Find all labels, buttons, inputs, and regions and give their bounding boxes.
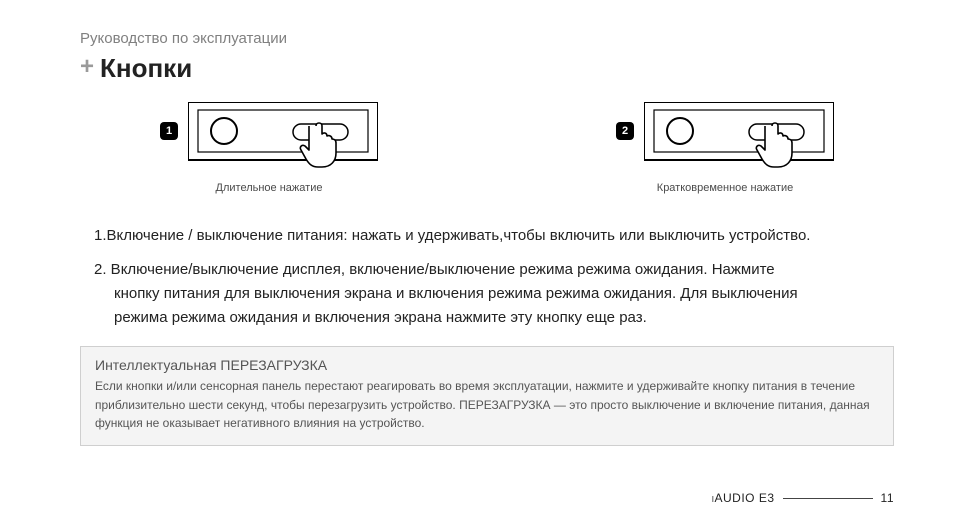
note-box: Интеллектуальная ПЕРЕЗАГРУЗКА Если кнопк… <box>80 346 894 446</box>
device-diagram-2 <box>644 102 834 178</box>
list-item-1: 1.Включение / выключение питания: нажать… <box>94 224 894 248</box>
note-title: Интеллектуальная ПЕРЕЗАГРУЗКА <box>95 357 879 373</box>
page-footer: iAUDIO E3 11 <box>712 491 894 505</box>
instructions-list: 1.Включение / выключение питания: нажать… <box>94 224 894 330</box>
list-item-2-cont2: режима режима ожидания и включения экран… <box>114 306 894 330</box>
figure-2-badge: 2 <box>616 122 634 140</box>
section-title-row: + Кнопки <box>80 53 894 84</box>
figure-2: 2 Кратковременное нажатие <box>616 102 834 194</box>
list-item-2: 2. Включение/выключение дисплея, включен… <box>94 258 894 330</box>
figures-row: 1 Длительное нажатие 2 <box>160 102 834 194</box>
list-item-1-lead: 1. <box>94 227 107 244</box>
list-item-2-lead: 2. <box>94 261 107 278</box>
manual-page: Руководство по эксплуатации + Кнопки 1 Д… <box>0 0 954 523</box>
figure-1-badge: 1 <box>160 122 178 140</box>
note-text: Если кнопки и/или сенсорная панель перес… <box>95 377 879 433</box>
figure-1-caption: Длительное нажатие <box>216 182 323 194</box>
footer-brand: iAUDIO E3 <box>712 491 775 505</box>
plus-icon: + <box>80 53 94 81</box>
footer-page-number: 11 <box>881 491 894 505</box>
list-item-2-cont1: кнопку питания для выключения экрана и в… <box>114 282 894 306</box>
section-title: Кнопки <box>100 53 192 84</box>
list-item-2-text: Включение/выключение дисплея, включение/… <box>107 261 775 278</box>
device-diagram-1 <box>188 102 378 178</box>
figure-1: 1 Длительное нажатие <box>160 102 378 194</box>
figure-2-caption: Кратковременное нажатие <box>657 182 793 194</box>
list-item-1-text: Включение / выключение питания: нажать и… <box>107 227 811 244</box>
breadcrumb: Руководство по эксплуатации <box>80 30 894 47</box>
footer-divider <box>783 498 873 499</box>
